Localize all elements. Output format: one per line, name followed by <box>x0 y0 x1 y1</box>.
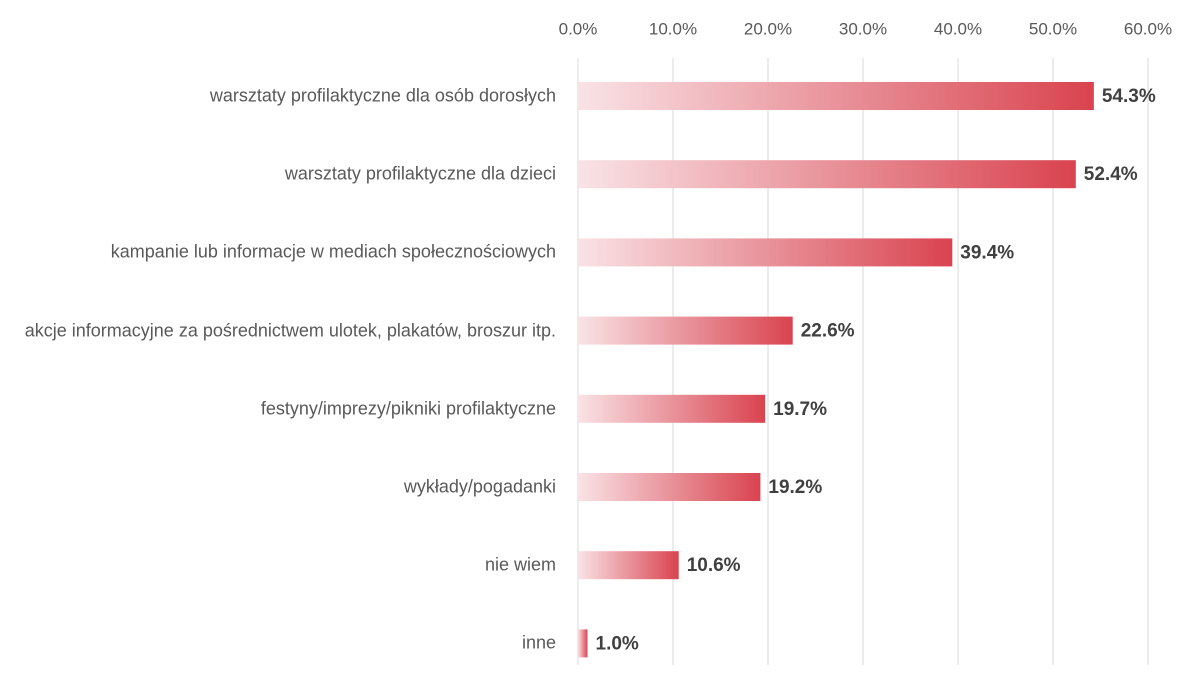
bar <box>578 473 761 501</box>
value-label: 1.0% <box>596 633 639 654</box>
x-tick-label: 0.0% <box>559 19 598 38</box>
value-label: 22.6% <box>801 321 855 342</box>
x-tick-label: 10.0% <box>649 19 697 38</box>
bar <box>578 238 953 267</box>
bar <box>578 629 588 658</box>
x-tick-label: 40.0% <box>934 19 982 38</box>
category-label: warsztaty profilaktyczne dla dzieci <box>284 163 556 184</box>
bar <box>578 160 1076 189</box>
category-label: warsztaty profilaktyczne dla osób dorosł… <box>209 85 556 106</box>
bar <box>578 82 1094 110</box>
value-label: 39.4% <box>960 242 1014 263</box>
value-label: 54.3% <box>1102 86 1156 107</box>
category-label: kampanie lub informacje w mediach społec… <box>110 241 556 262</box>
bar <box>578 394 766 423</box>
category-label: inne <box>521 632 556 653</box>
x-tick-label: 60.0% <box>1124 19 1172 38</box>
category-label: festyny/imprezy/pikniki profilaktyczne <box>260 398 556 419</box>
x-tick-label: 30.0% <box>839 19 887 38</box>
category-label: akcje informacyjne za pośrednictwem ulot… <box>24 320 556 341</box>
value-label: 52.4% <box>1084 164 1138 185</box>
value-label: 10.6% <box>687 555 741 576</box>
bar <box>578 551 679 580</box>
bar <box>578 316 793 345</box>
category-label: nie wiem <box>484 554 556 575</box>
x-tick-label: 20.0% <box>744 19 792 38</box>
x-tick-label: 50.0% <box>1029 19 1077 38</box>
value-label: 19.2% <box>768 477 822 498</box>
category-label: wykłady/pogadanki <box>403 476 556 497</box>
value-label: 19.7% <box>773 399 827 420</box>
